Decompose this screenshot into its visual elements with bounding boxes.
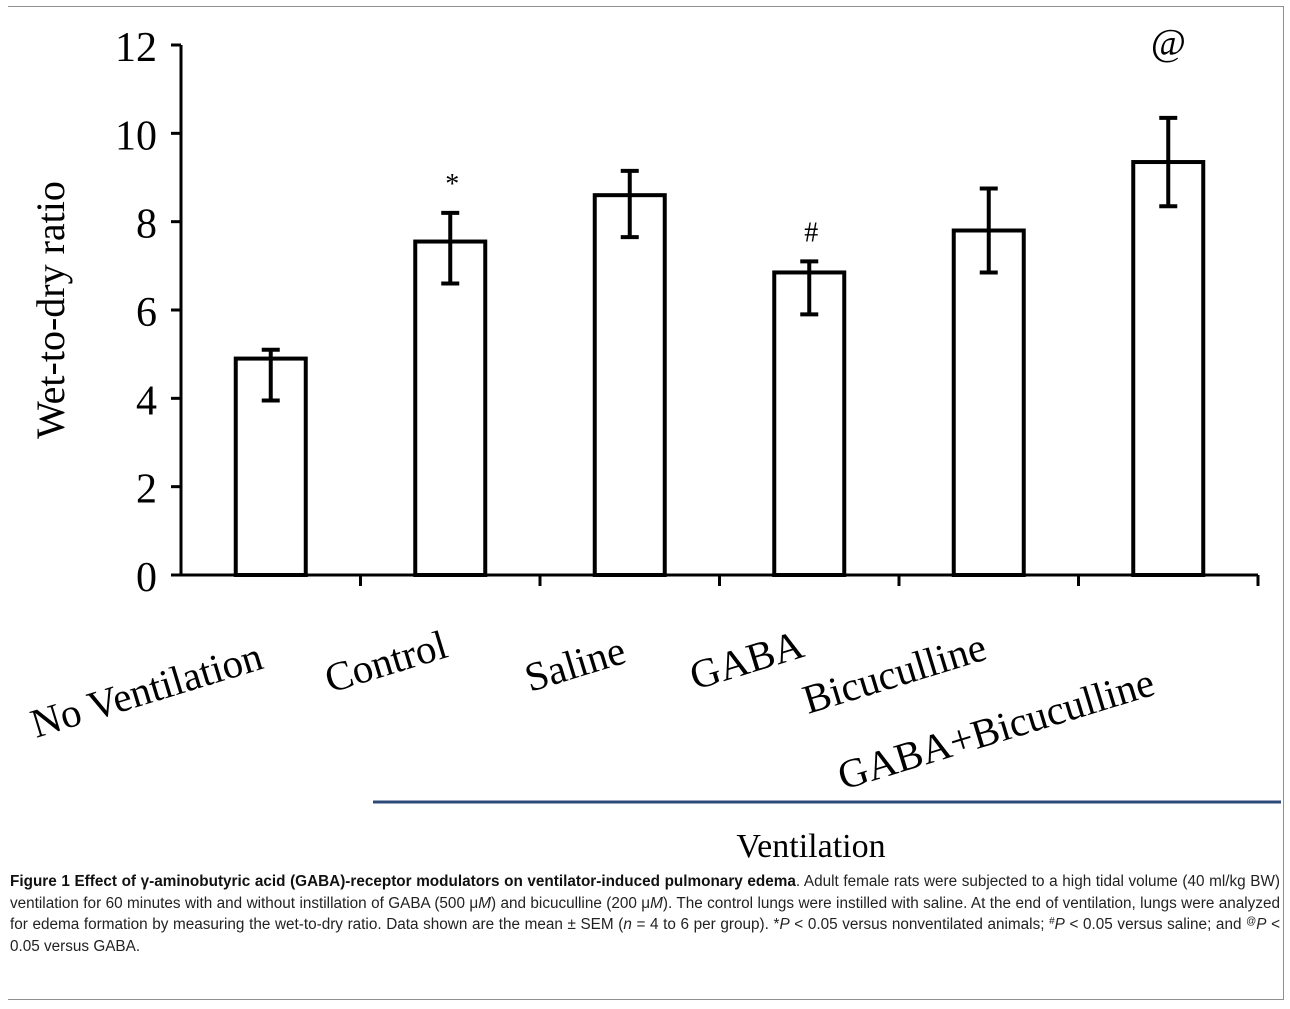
ventilation-group-label: Ventilation (736, 828, 885, 865)
significance-marker: @ (1151, 22, 1186, 64)
caption-title: Figure 1 Effect of γ-aminobutyric acid (… (10, 873, 796, 890)
bar-2 (413, 239, 488, 578)
y-tick-label: 12 (115, 25, 157, 71)
bar-3 (592, 193, 667, 578)
caption-italic-p: P (779, 916, 790, 933)
bar-5 (951, 228, 1026, 577)
caption-text: ) and bicuculline (200 μ (490, 894, 651, 912)
y-tick-label: 8 (136, 202, 157, 248)
bar-4 (772, 270, 847, 577)
x-category-label: Bicuculline (797, 623, 991, 722)
x-category-label: No Ventilation (25, 633, 268, 747)
caption-unit: M (650, 894, 663, 912)
caption-superscript: @ (1246, 916, 1257, 927)
y-axis-title: Wet-to-dry ratio (28, 181, 73, 439)
chart-bars (233, 115, 1206, 578)
significance-marker: * (445, 169, 459, 200)
caption-italic-n: n (623, 916, 632, 933)
bar-chart: 0 2 4 6 8 10 12 Wet-to-dry ratio * # @ No Ventilati… (25, 22, 1281, 865)
caption-text: < 0.05 versus saline; and (1064, 916, 1247, 933)
x-category-label: Control (319, 621, 452, 702)
chart-axes (171, 43, 1281, 804)
x-category-label: Saline (519, 627, 630, 701)
caption-text: < 0.05 versus nonventilated animals; (789, 916, 1050, 933)
significance-marker: # (804, 217, 818, 248)
figure-frame (8, 6, 1284, 1000)
figure-caption: Figure 1 Effect of γ-aminobutyric acid (… (10, 871, 1280, 957)
y-tick-label: 4 (136, 378, 157, 424)
caption-italic-p: P (1054, 916, 1065, 933)
y-tick-label: 6 (136, 290, 157, 336)
caption-text: < 0.05 versus GABA. (10, 916, 1281, 955)
y-tick-label: 0 (136, 555, 157, 601)
caption-italic-p: P (1256, 916, 1267, 933)
caption-superscript: # (1049, 916, 1055, 927)
y-tick-label: 2 (136, 467, 157, 513)
y-tick-label: 10 (115, 113, 157, 159)
bar-6 (1131, 160, 1206, 578)
caption-text: = 4 to 6 per group). * (631, 916, 780, 933)
caption-text: ). The control lungs were instilled with… (10, 894, 1280, 934)
caption-text: . Adult female rats were subjected to a … (10, 873, 1280, 912)
x-category-label: GABA (684, 621, 809, 699)
caption-unit: M (478, 894, 491, 912)
